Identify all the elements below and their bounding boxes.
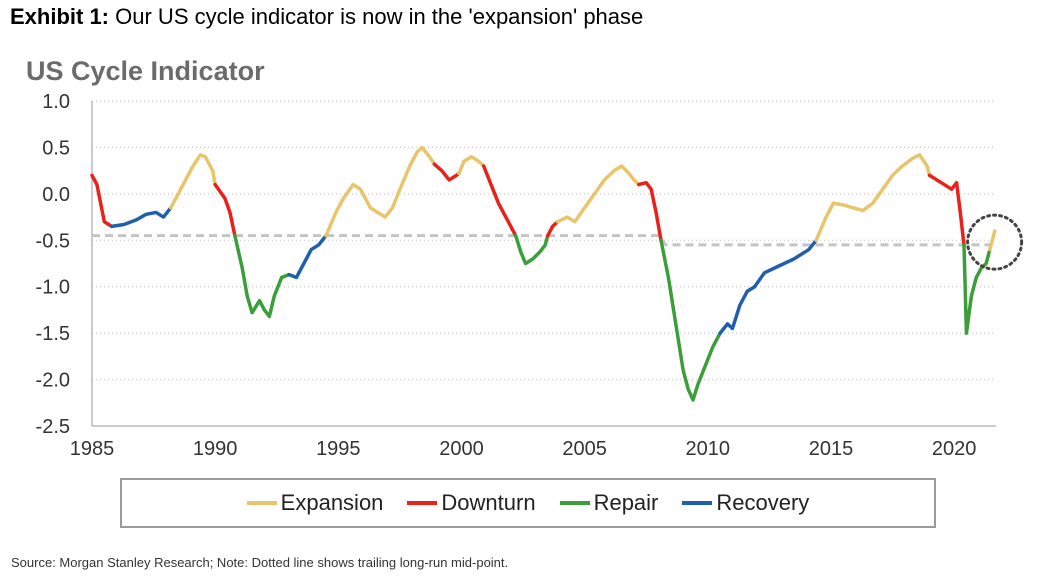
legend-swatch <box>407 501 438 505</box>
legend-item-recovery: Recovery <box>682 490 809 516</box>
highlight-circle <box>966 213 1024 271</box>
y-tick-label: 0.0 <box>42 184 70 206</box>
series-downturn-segment <box>637 180 663 243</box>
y-tick-label: -0.5 <box>36 230 70 252</box>
y-tick-label: 1.0 <box>42 91 70 113</box>
x-tick-label: 2005 <box>562 438 607 460</box>
series-downturn-segment <box>927 173 966 247</box>
legend-item-expansion: Expansion <box>246 490 384 516</box>
legend-item-repair: Repair <box>559 490 659 516</box>
source-note: Source: Morgan Stanley Research; Note: D… <box>11 555 509 570</box>
series-downturn-segment <box>545 219 560 238</box>
series-repair-segment <box>513 233 550 266</box>
series-expansion-segment <box>988 229 997 252</box>
series-downturn-segment <box>432 162 461 182</box>
series-downturn-segment <box>90 173 114 229</box>
y-tick-label: -2.0 <box>36 370 70 392</box>
x-tick-label: 2000 <box>439 438 484 460</box>
legend-label: Repair <box>593 490 659 515</box>
legend-swatch <box>246 501 277 505</box>
series-expansion-segment <box>555 164 641 224</box>
y-tick-label: -1.0 <box>36 277 70 299</box>
series-repair-segment <box>659 238 722 402</box>
series-downturn-segment <box>213 182 237 238</box>
y-tick-label: -1.5 <box>36 323 70 345</box>
legend-label: Expansion <box>280 490 384 515</box>
exhibit-heading: Exhibit 1: Our US cycle indicator is now… <box>10 4 643 30</box>
x-tick-label: 1990 <box>193 438 238 460</box>
series-expansion-segment <box>457 154 486 176</box>
series-expansion-segment <box>169 153 217 210</box>
series-downturn-segment <box>481 164 518 238</box>
exhibit-text: Our US cycle indicator is now in the 'ex… <box>115 4 644 29</box>
series-expansion-segment <box>324 145 437 238</box>
x-tick-label: 2020 <box>932 438 977 460</box>
x-tick-label: 2010 <box>686 438 731 460</box>
y-tick-label: -2.5 <box>36 416 70 438</box>
series-recovery-segment <box>718 238 818 335</box>
x-tick-label: 1995 <box>316 438 361 460</box>
legend-item-downturn: Downturn <box>407 490 536 516</box>
series-recovery-segment <box>109 206 173 229</box>
x-tick-label: 1985 <box>70 438 115 460</box>
exhibit-label: Exhibit 1: <box>10 4 110 29</box>
x-tick-label: 2015 <box>809 438 854 460</box>
series-repair-segment <box>962 243 992 335</box>
legend-label: Recovery <box>716 490 810 515</box>
chart-title: US Cycle Indicator <box>26 56 265 86</box>
series-expansion-segment <box>814 153 932 243</box>
legend-label: Downturn <box>441 490 536 515</box>
legend-swatch <box>559 501 590 505</box>
chart-legend: Expansion Downturn Repair Recovery <box>120 478 936 528</box>
y-tick-label: 0.5 <box>42 137 70 159</box>
series-recovery-segment <box>287 233 328 280</box>
legend-swatch <box>682 501 713 505</box>
series-repair-segment <box>233 233 291 319</box>
